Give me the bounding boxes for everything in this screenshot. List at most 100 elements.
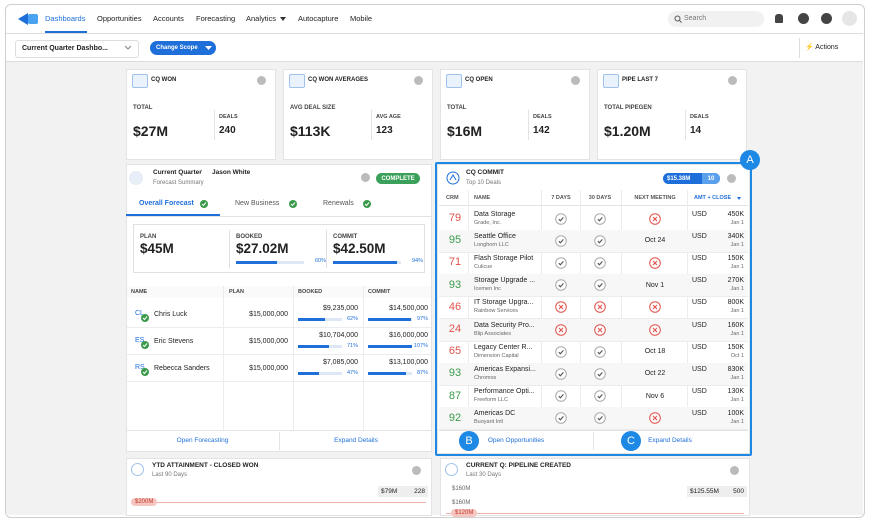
check-icon xyxy=(594,368,606,380)
target-line xyxy=(446,513,744,514)
axis-label: $160M xyxy=(452,486,471,492)
progress-track xyxy=(298,345,342,348)
metric-value: $1.20M xyxy=(604,123,651,139)
progress-track xyxy=(236,261,304,264)
check-icon xyxy=(555,279,567,291)
deal-name[interactable]: Americas Expansi... xyxy=(474,365,536,373)
currency: USD xyxy=(692,343,707,351)
currency: USD xyxy=(692,299,707,307)
avatar[interactable] xyxy=(842,11,857,26)
status-dot xyxy=(141,368,149,376)
deal-name[interactable]: Americas DC xyxy=(474,410,516,418)
x-icon xyxy=(649,301,661,314)
progress-track xyxy=(298,372,342,375)
tab[interactable]: Renewals xyxy=(323,200,354,207)
footer-link[interactable]: Expand Details xyxy=(334,437,378,444)
nav-item[interactable]: Analytics xyxy=(246,14,277,23)
info-icon[interactable] xyxy=(571,76,580,85)
account-name: Blip Associates xyxy=(474,330,511,337)
info-icon[interactable] xyxy=(361,173,370,182)
deal-name[interactable]: Seattle Office xyxy=(474,232,516,240)
close-date: Jan 1 xyxy=(730,263,744,270)
info-icon[interactable] xyxy=(727,174,736,183)
nav-item[interactable]: Mobile xyxy=(350,14,373,23)
info-icon[interactable] xyxy=(728,76,737,85)
currency: USD xyxy=(692,410,707,418)
sort-caret xyxy=(737,197,741,200)
card-icon xyxy=(446,74,462,88)
help-icon[interactable] xyxy=(798,13,809,24)
divider xyxy=(593,432,594,450)
info-icon[interactable] xyxy=(257,76,266,85)
summary-pct: 94% xyxy=(411,258,423,264)
side-label: DEALS xyxy=(219,114,238,120)
nav-item[interactable]: Dashboards xyxy=(45,14,86,23)
column-header: NEXT MEETING xyxy=(634,195,676,201)
panel-title: YTD ATTAINMENT - CLOSED WON xyxy=(152,462,259,469)
nav-item[interactable]: Forecasting xyxy=(196,14,236,23)
logo[interactable] xyxy=(16,11,40,27)
deal-name[interactable]: Performance Opti... xyxy=(474,388,535,396)
footer-link[interactable]: Expand Details xyxy=(648,437,692,444)
status-dot xyxy=(289,199,297,208)
search-box[interactable]: Search xyxy=(668,11,764,27)
caret xyxy=(280,17,286,21)
x-icon xyxy=(649,412,661,425)
nav-item[interactable]: Opportunities xyxy=(97,14,142,23)
nav-item[interactable]: Autocapture xyxy=(298,14,339,23)
box-value: $79M xyxy=(381,487,398,495)
target-pill: $120M xyxy=(451,509,478,517)
notification-icon[interactable] xyxy=(775,14,783,23)
deal-name[interactable]: Storage Upgrade ... xyxy=(474,277,536,285)
amount: 450K xyxy=(727,210,744,218)
metric-value: $113K xyxy=(290,123,331,139)
column-divider xyxy=(223,286,224,430)
currency: USD xyxy=(692,254,707,262)
dashboard-select[interactable]: Current Quarter Dashbo... xyxy=(15,40,139,58)
callout: A xyxy=(740,150,760,170)
active-tab-indicator xyxy=(126,214,220,216)
progress-track xyxy=(368,345,412,348)
actions-button[interactable]: ⚡ Actions xyxy=(805,44,839,51)
nav-item[interactable]: Accounts xyxy=(153,14,184,23)
forecast-panel xyxy=(126,164,432,452)
crm-score: 93 xyxy=(448,367,462,380)
panel-icon xyxy=(131,463,144,476)
deal-name[interactable]: Legacy Center R... xyxy=(474,343,533,351)
summary-value: $42.50M xyxy=(333,241,386,256)
footer-link[interactable]: Open Opportunities xyxy=(487,437,545,444)
rep-name: Chris Luck xyxy=(154,310,188,318)
info-icon[interactable] xyxy=(730,466,739,475)
metric-label: TOTAL PIPEGEN xyxy=(604,105,652,111)
progress-bar xyxy=(368,345,412,348)
close-date: Jan 1 xyxy=(730,308,744,315)
deal-name[interactable]: Data Security Pro... xyxy=(474,321,535,329)
change-scope-button[interactable]: Change Scope xyxy=(150,41,216,55)
info-icon[interactable] xyxy=(414,76,423,85)
tab[interactable]: Overall Forecast xyxy=(139,200,194,207)
search-placeholder: Search xyxy=(684,15,707,22)
deal-name[interactable]: Flash Storage Pilot xyxy=(474,254,534,262)
next-meeting: Oct 24 xyxy=(644,237,666,245)
column-header[interactable]: AMT + CLOSE xyxy=(694,195,732,201)
crm-score: 87 xyxy=(448,389,462,402)
crm-score: 46 xyxy=(448,300,462,313)
footer-link[interactable]: Open Forecasting xyxy=(176,437,229,444)
card-title: CQ OPEN xyxy=(465,77,493,83)
info-icon[interactable] xyxy=(412,466,421,475)
row-bg xyxy=(439,407,748,430)
deal-name[interactable]: IT Storage Upgra... xyxy=(474,299,534,307)
row-divider xyxy=(127,381,431,382)
avatar xyxy=(129,171,143,185)
column-header: 30 DAYS xyxy=(588,195,612,201)
commit-title: CQ COMMIT xyxy=(466,169,504,176)
divider xyxy=(326,230,327,268)
axis-label: $160M xyxy=(452,500,471,506)
column-header: NAME xyxy=(474,195,491,201)
deal-name[interactable]: Data Storage xyxy=(474,210,516,218)
tab[interactable]: New Business xyxy=(235,200,280,207)
divider xyxy=(371,110,372,140)
add-icon[interactable] xyxy=(821,13,832,24)
column-header: COMMIT xyxy=(368,289,391,295)
